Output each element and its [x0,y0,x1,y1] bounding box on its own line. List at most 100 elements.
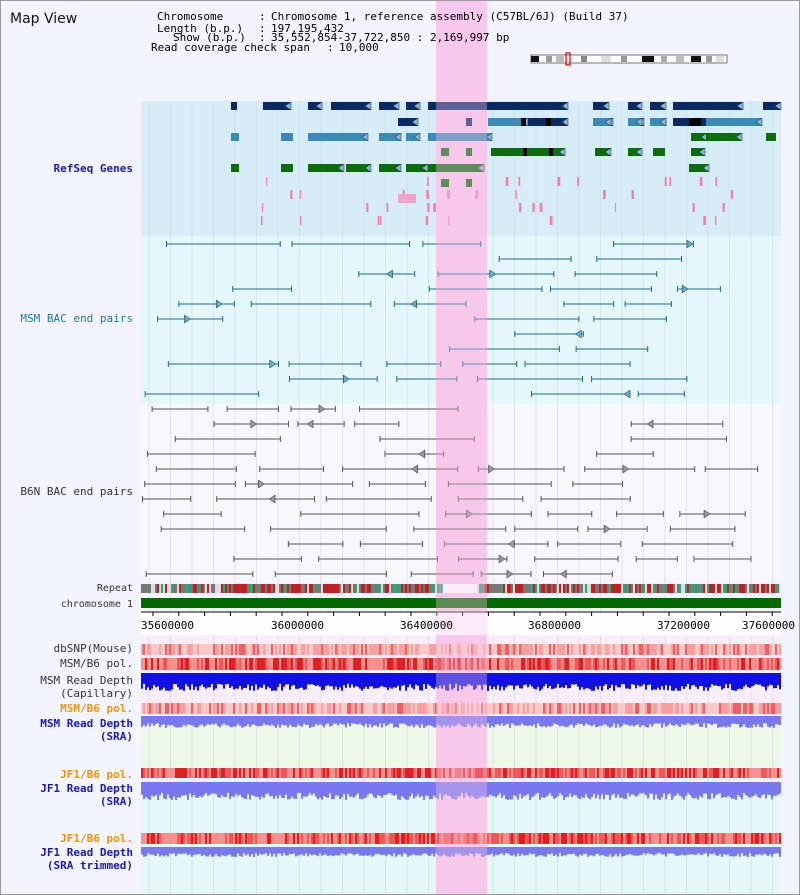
pol-heat [221,833,223,844]
dbsnp-heat [659,644,661,655]
pol-heat [777,658,779,670]
depth-bar [513,716,515,725]
pol-heat [569,703,571,714]
pol-heat [363,658,365,670]
track-label-b6n-bac[interactable]: B6N BAC end pairs [20,485,133,498]
repeat-bar [387,584,389,593]
depth-bar [625,716,627,725]
pol-heat [589,833,591,844]
pol-heat [217,703,219,714]
pol-heat [487,703,489,714]
depth-bar [473,847,475,857]
transcript-tick [518,177,521,186]
pol-heat [531,768,533,778]
depth-bar [455,673,457,684]
pol-heat [487,833,489,844]
dbsnp-heat [725,644,727,655]
repeat-bar [573,584,575,593]
track-label-jf1-b6-pol-2[interactable]: JF1/B6 pol. [60,832,133,845]
strand-arrow [364,163,372,173]
track-label-jf1-depth-sra[interactable]: JF1 Read Depth [40,782,133,795]
pol-heat [429,703,431,714]
depth-bar [185,716,187,727]
dbsnp-heat [299,644,301,655]
track-label-repeat[interactable]: Repeat [96,583,133,594]
depth-bar [465,673,467,687]
depth-bar [397,716,399,728]
repeat-bar [591,584,593,593]
dbsnp-heat [227,644,229,655]
pol-heat [267,768,269,778]
depth-bar [211,673,213,684]
depth-bar [199,782,201,797]
pol-heat [395,703,397,714]
pol-heat [397,703,399,714]
pol-heat [423,833,425,844]
pol-heat [645,768,647,778]
pol-heat [251,833,253,844]
depth-bar [499,716,501,726]
pol-heat [601,768,603,778]
depth-bar [501,716,503,724]
pol-heat [397,768,399,778]
gene-exon [593,102,609,110]
dbsnp-heat [485,644,487,655]
track-label-msm-b6-pol-2[interactable]: MSM/B6 pol. [60,702,133,715]
pol-heat [681,703,683,714]
track-label-refseq[interactable]: RefSeq Genes [53,162,133,175]
depth-bar [745,716,747,728]
pol-heat [371,833,373,844]
depth-bar [493,782,495,797]
pol-heat [161,768,163,778]
dbsnp-heat [437,644,439,655]
pol-heat [645,703,647,714]
pol-heat [167,833,169,844]
depth-bar [741,673,743,690]
depth-bar [169,716,171,726]
dbsnp-heat [687,644,689,655]
repeat-bar [279,584,281,593]
pol-heat [311,768,313,778]
pol-heat [281,833,283,844]
pol-heat [285,703,287,714]
pol-heat [595,658,597,670]
depth-bar [643,847,645,854]
track-label-msm-bac[interactable]: MSM BAC end pairs [20,312,133,325]
repeat-bar [595,584,597,593]
track-label-chromosome[interactable]: chromosome 1 [60,599,133,610]
depth-bar [725,716,727,728]
pol-heat [385,833,387,844]
pol-heat [195,833,197,844]
transcript-tick [427,177,429,186]
track-label-jf1-b6-pol-1[interactable]: JF1/B6 pol. [60,768,133,781]
depth-bar [391,716,393,724]
dbsnp-heat [435,644,437,655]
depth-bar [705,716,707,728]
track-label-msm-depth-sra[interactable]: MSM Read Depth [40,717,133,730]
pol-heat [619,833,621,844]
pol-heat [327,833,329,844]
pol-heat [433,833,435,844]
pol-heat [483,768,485,778]
depth-bar [451,782,453,799]
pol-heat [367,658,369,670]
pol-heat [449,658,451,670]
depth-bar [753,673,755,686]
track-label-dbsnp[interactable]: dbSNP(Mouse) [53,642,133,655]
depth-bar [159,847,161,857]
depth-bar [227,782,229,793]
pol-heat [291,768,293,778]
depth-bar [267,782,269,794]
track-label-jf1-depth-trimmed[interactable]: JF1 Read Depth [40,846,133,859]
depth-bar [537,716,539,724]
repeat-bar [695,584,697,593]
depth-bar [453,782,455,800]
depth-bar [225,716,227,726]
depth-bar [765,673,767,691]
pol-heat [739,658,741,670]
depth-bar [173,782,175,797]
repeat-bar [771,584,773,593]
track-label-msm-b6-pol-1[interactable]: MSM/B6 pol. [60,657,133,670]
track-label-msm-depth-capillary[interactable]: MSM Read Depth [40,674,133,687]
